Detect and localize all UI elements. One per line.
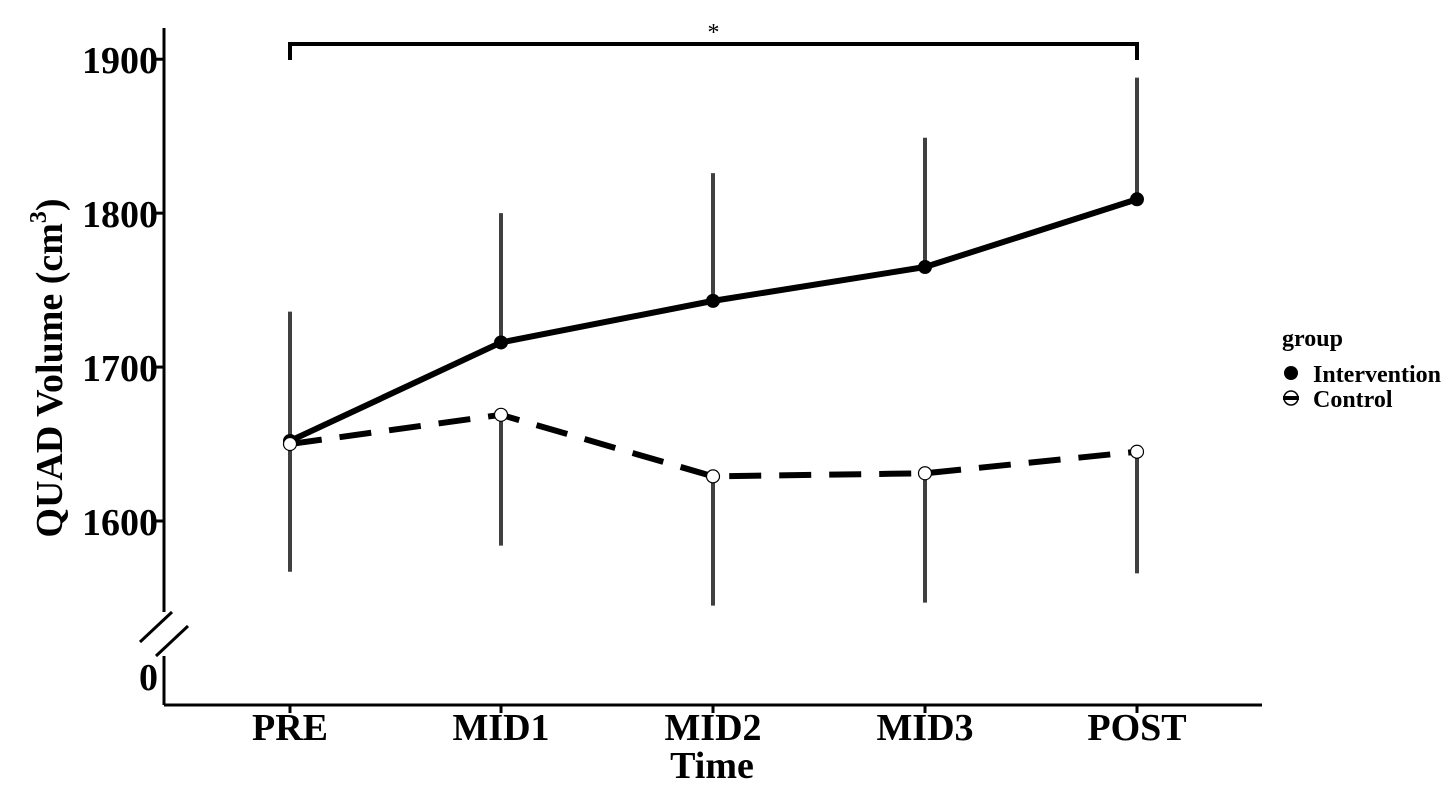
- significance-bracket: [288, 42, 1139, 60]
- y-axis-title: QUAD Volume (cm3): [26, 198, 71, 537]
- y-tick-label: 1600: [82, 502, 158, 544]
- series-line-control: [289, 411, 1138, 480]
- error-bars: [288, 77, 1139, 606]
- x-tick-label: MID1: [452, 707, 549, 749]
- data-point-intervention: [494, 335, 508, 350]
- legend-key-intervention: [1284, 366, 1298, 380]
- x-tick-label: MID3: [876, 707, 973, 749]
- significance-label: *: [708, 20, 720, 46]
- series-points: [282, 192, 1145, 484]
- legend-label-intervention: Intervention: [1313, 362, 1441, 388]
- data-point-intervention: [1130, 192, 1144, 207]
- y-axis-title-close: ): [29, 198, 71, 211]
- y-axis-title-main: QUAD Volume (cm: [29, 223, 71, 538]
- y-tick-label: 1800: [82, 194, 158, 236]
- x-ticks: PRE MID1 MID2 MID3 POST: [252, 705, 1187, 749]
- data-point-control: [917, 466, 933, 481]
- axis-break-mark: [138, 610, 174, 644]
- x-tick-label: PRE: [252, 707, 328, 749]
- legend-title: group: [1282, 326, 1343, 352]
- y-ticks: 1600 1700 1800 1900: [82, 40, 164, 544]
- y-tick-label: 1700: [82, 348, 158, 390]
- axis-break-mark: [154, 624, 190, 658]
- y-break-tick-label: 0: [139, 657, 158, 699]
- x-tick-label: MID2: [664, 707, 761, 749]
- data-point-control: [282, 436, 298, 452]
- data-point-control: [1129, 444, 1145, 459]
- legend-label-control: Control: [1313, 387, 1393, 413]
- data-point-intervention: [918, 260, 932, 275]
- y-axis-title-superscript: 3: [26, 211, 52, 223]
- x-tick-label: POST: [1087, 707, 1186, 749]
- y-tick-label: 1900: [82, 40, 158, 82]
- data-point-intervention: [706, 293, 720, 308]
- data-point-control: [705, 469, 721, 484]
- legend: group Intervention Control: [1282, 326, 1441, 413]
- x-axis-title: Time: [670, 745, 754, 787]
- data-point-control: [493, 407, 509, 422]
